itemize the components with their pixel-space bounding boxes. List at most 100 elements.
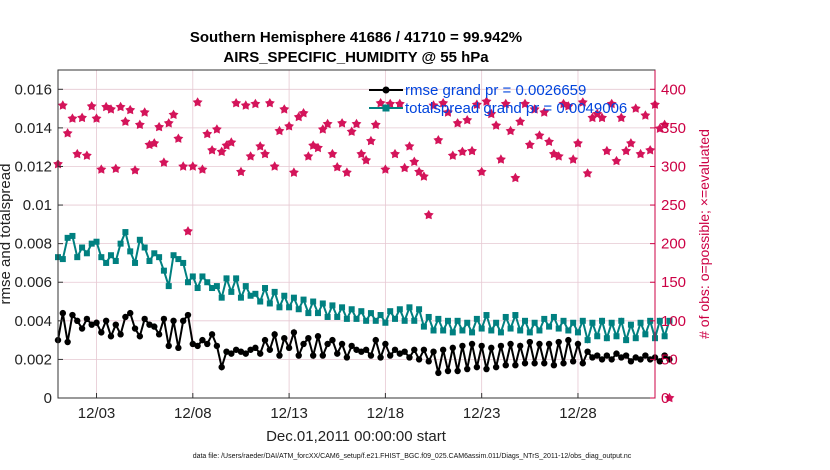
nobs-evaluated-point xyxy=(481,96,492,106)
nobs-evaluated-point xyxy=(178,161,189,171)
totalspread-point xyxy=(180,259,187,266)
nobs-evaluated-point xyxy=(361,155,372,165)
nobs-evaluated-point xyxy=(419,171,429,181)
totalspread-point xyxy=(536,327,543,334)
rmse-point xyxy=(637,356,644,363)
y-right-tick-label: 0 xyxy=(661,390,669,407)
totalspread-point xyxy=(276,304,283,311)
rmse-point xyxy=(656,358,664,365)
totalspread-point xyxy=(266,300,273,307)
rmse-point xyxy=(146,321,153,328)
nobs-evaluated-point xyxy=(645,145,656,155)
rmse-point xyxy=(117,331,124,338)
nobs-evaluated-point xyxy=(134,119,145,129)
nobs-evaluated-point xyxy=(573,138,583,148)
rmse-point xyxy=(276,352,283,359)
nobs-evaluated-point xyxy=(467,145,477,156)
totalspread-point xyxy=(464,319,471,326)
totalspread-point xyxy=(608,319,615,326)
y-right-tick-label: 400 xyxy=(661,81,686,98)
legend: rmse grand pr = 0.0026659 totalspread gr… xyxy=(369,82,627,117)
rmse-point xyxy=(271,331,278,338)
totalspread-point xyxy=(401,317,408,324)
nobs-evaluated-point xyxy=(404,141,415,151)
nobs-evaluated-point xyxy=(659,119,670,129)
totalspread-point xyxy=(184,279,191,286)
totalspread-point xyxy=(574,329,581,336)
y-tick-label: 0.008 xyxy=(14,236,52,253)
rmse-point xyxy=(102,317,110,325)
rmse-point xyxy=(295,352,302,359)
rmse-point xyxy=(309,352,317,359)
rmse-point xyxy=(507,340,514,348)
rmse-point xyxy=(642,352,649,359)
nobs-evaluated-point xyxy=(173,133,184,143)
y-right-tick-label: 150 xyxy=(661,274,686,291)
nobs-evaluated-point xyxy=(106,104,116,114)
totalspread-point xyxy=(170,252,177,259)
rmse-point xyxy=(622,352,630,359)
totalspread-point xyxy=(444,317,451,324)
rmse-point xyxy=(415,356,423,363)
rmse-point xyxy=(189,340,197,348)
nobs-evaluated-point xyxy=(255,141,266,151)
nobs-evaluated-point xyxy=(462,115,473,125)
nobs-evaluated-point xyxy=(274,125,285,136)
rmse-point xyxy=(179,317,187,325)
totalspread-point xyxy=(334,313,341,320)
legend-totalspread-marker xyxy=(382,104,390,112)
totalspread-point xyxy=(493,319,500,326)
totalspread-point xyxy=(59,256,66,263)
totalspread-point xyxy=(416,306,423,313)
rmse-point xyxy=(492,363,500,371)
nobs-evaluated-point xyxy=(390,148,400,159)
rmse-point xyxy=(261,336,269,344)
rmse-point xyxy=(324,340,331,348)
nobs-evaluated-point xyxy=(423,209,434,220)
nobs-evaluated-point xyxy=(356,148,367,159)
totalspread-point xyxy=(257,298,264,305)
nobs-evaluated-point xyxy=(279,104,290,114)
rmse-point xyxy=(343,354,351,361)
nobs-evaluated-point xyxy=(630,103,641,113)
nobs-evaluated-point xyxy=(601,145,612,156)
rmse-point xyxy=(83,315,91,323)
totalspread-point xyxy=(146,258,153,265)
totalspread-point xyxy=(435,315,442,322)
totalspread-point xyxy=(213,283,220,290)
totalspread-point xyxy=(507,325,514,332)
rmse-point xyxy=(401,348,408,355)
nobs-evaluated-point xyxy=(221,140,232,150)
rmse-point xyxy=(488,344,495,352)
rmse-point xyxy=(141,315,148,323)
nobs-evaluated-point xyxy=(438,98,449,108)
rmse-point xyxy=(387,352,394,359)
totalspread-point xyxy=(233,275,240,282)
nobs-evaluated-point xyxy=(313,142,323,153)
nobs-evaluated-point xyxy=(626,138,636,148)
nobs-evaluated-point xyxy=(91,113,102,123)
nobs-evaluated-point xyxy=(264,98,275,108)
totalspread-point xyxy=(252,290,259,297)
nobs-evaluated-point xyxy=(428,100,439,110)
totalspread-point xyxy=(204,279,211,286)
totalspread-point xyxy=(223,275,230,282)
legend-rmse-label: rmse grand pr = 0.0026659 xyxy=(405,82,586,99)
totalspread-point xyxy=(430,327,437,334)
totalspread-point xyxy=(160,267,167,274)
y-tick-label: 0.014 xyxy=(14,120,52,137)
rmse-point xyxy=(531,360,538,367)
rmse-point xyxy=(88,321,95,328)
nobs-evaluated-point xyxy=(520,98,530,109)
rmse-point xyxy=(281,334,288,342)
totalspread-point xyxy=(392,315,399,322)
totalspread-point xyxy=(83,250,90,257)
totalspread-point xyxy=(122,229,129,236)
rmse-point xyxy=(406,354,413,361)
rmse-point xyxy=(247,346,254,353)
totalspread-point xyxy=(613,333,620,340)
totalspread-point xyxy=(295,306,302,313)
nobs-evaluated-point xyxy=(120,116,131,126)
nobs-evaluated-point xyxy=(414,166,424,177)
nobs-evaluated-point xyxy=(529,104,540,114)
